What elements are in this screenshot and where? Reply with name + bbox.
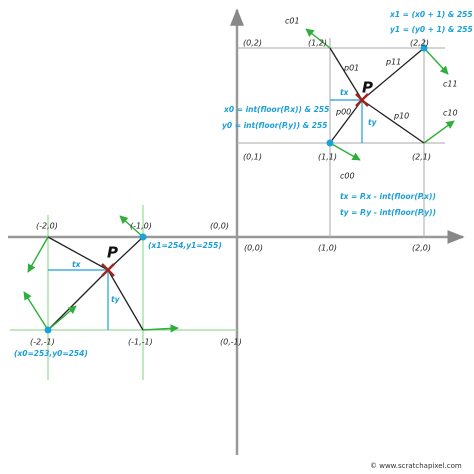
label: P bbox=[107, 244, 118, 262]
label: tx = P.x - int(floor(P.x)) bbox=[340, 192, 436, 201]
label: P bbox=[362, 79, 373, 97]
label: ty = P.y - int(floor(P.y)) bbox=[340, 208, 436, 217]
label: (x0=253,y0=254) bbox=[14, 349, 88, 358]
label: (1,0) bbox=[318, 244, 337, 253]
label: y1 = (y0 + 1) & 255 bbox=[390, 25, 473, 34]
label: (2,1) bbox=[412, 153, 431, 162]
label: (1,1) bbox=[318, 153, 337, 162]
axes bbox=[8, 8, 465, 455]
label: (-2,-1) bbox=[30, 338, 55, 347]
label: y0 = int(floor(P.y)) & 255 bbox=[222, 121, 327, 130]
footer: © www.scratchapixel.com bbox=[370, 462, 462, 470]
label: (0,2) bbox=[243, 39, 262, 48]
label: ty bbox=[368, 118, 378, 127]
label: c00 bbox=[340, 172, 355, 181]
label: x0 = int(floor(P.x)) & 255 bbox=[223, 105, 329, 114]
label: c10 bbox=[443, 109, 458, 118]
label: (-1,-1) bbox=[128, 338, 153, 347]
label: (x1=254,y1=255) bbox=[148, 241, 222, 250]
label: (2,2) bbox=[410, 39, 429, 48]
label: c01 bbox=[285, 17, 300, 26]
left-grid bbox=[10, 205, 237, 380]
label: (2,0) bbox=[412, 244, 431, 253]
label: (0,1) bbox=[243, 153, 262, 162]
label: ty bbox=[111, 295, 121, 304]
label: (1,2) bbox=[308, 39, 327, 48]
label: x1 = (x0 + 1) & 255 bbox=[389, 10, 473, 19]
label: p11 bbox=[385, 58, 401, 67]
label: p01 bbox=[343, 64, 359, 73]
label: p00 bbox=[335, 108, 351, 117]
top-grid bbox=[237, 28, 455, 237]
label: (0,0) bbox=[210, 222, 229, 231]
label: p10 bbox=[393, 112, 409, 121]
label: (-2,0) bbox=[36, 222, 58, 231]
label: (0,0) bbox=[244, 244, 263, 253]
label: tx bbox=[340, 88, 350, 97]
label: c11 bbox=[443, 80, 458, 89]
label: (-1,0) bbox=[130, 222, 152, 231]
label: tx bbox=[72, 260, 82, 269]
label: (0,-1) bbox=[220, 338, 242, 347]
